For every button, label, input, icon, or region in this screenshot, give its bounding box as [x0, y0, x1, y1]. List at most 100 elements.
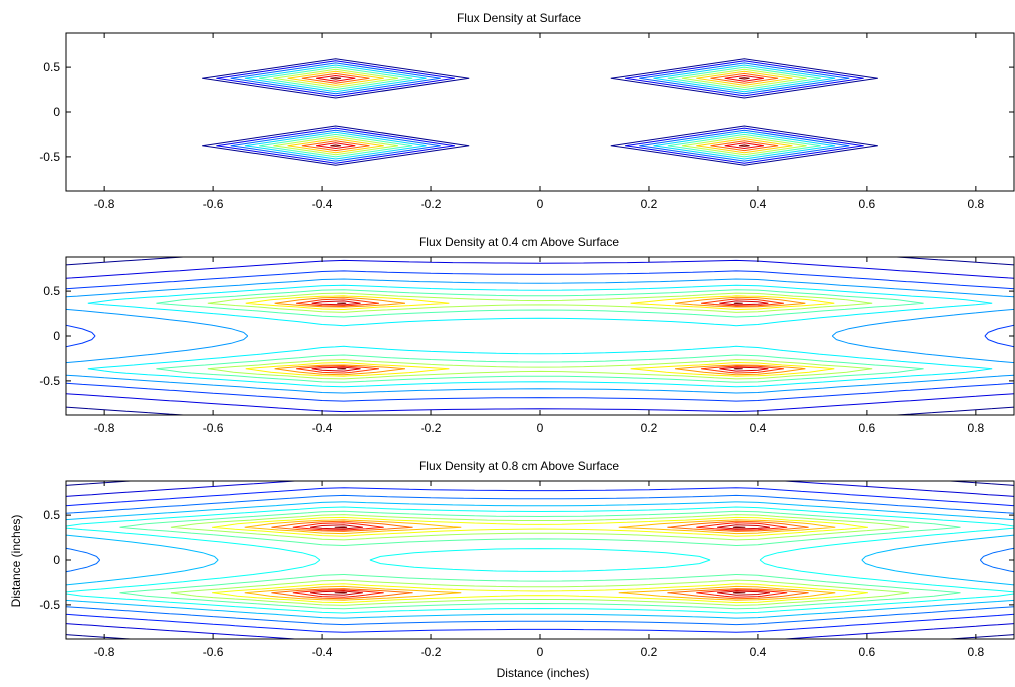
contour-line	[66, 494, 1014, 626]
contour-line	[66, 501, 1014, 619]
contour-line	[287, 138, 384, 154]
contour-line	[625, 127, 864, 164]
contour-lines	[66, 257, 1014, 415]
contour-line	[724, 142, 764, 150]
x-tick-label: -0.2	[421, 421, 442, 435]
contour-line	[273, 135, 399, 156]
axes-box	[65, 256, 1015, 416]
x-tick-label: 0.4	[750, 197, 767, 211]
contour-line	[259, 133, 413, 158]
contour-line	[330, 144, 342, 147]
contour-line	[639, 62, 850, 95]
x-tick-label: 0.2	[641, 421, 658, 435]
contour-line	[66, 481, 1014, 639]
contour-line	[316, 142, 356, 150]
x-tick-label: -0.8	[94, 421, 115, 435]
contour-line	[301, 140, 370, 152]
contour-line	[292, 522, 788, 598]
subplot-panels: Flux Density at Surface -0.8 -0.6 -0.4 -0.2 0…	[39, 11, 1015, 659]
contour-line	[216, 127, 455, 164]
contour-line	[287, 70, 384, 86]
subplot-1: Flux Density at Surface -0.8 -0.6 -0.4 -0.2 0…	[39, 11, 1015, 211]
contour-line	[216, 60, 455, 97]
subplot-title: Flux Density at 0.4 cm Above Surface	[419, 235, 619, 249]
x-tick-label: -0.4	[312, 197, 333, 211]
x-tick-label: -0.4	[312, 421, 333, 435]
contour-line	[337, 302, 743, 370]
contour-line	[273, 68, 399, 89]
y-tick-label: 0	[53, 105, 60, 119]
contour-line	[710, 140, 779, 152]
contour-line	[334, 526, 746, 594]
x-tick-label: 0	[537, 421, 544, 435]
x-tick-label: -0.6	[203, 645, 224, 659]
contour-line	[330, 77, 342, 80]
x-tick-label: 0.6	[859, 645, 876, 659]
contour-line	[625, 60, 864, 97]
axes-box	[65, 480, 1015, 640]
contour-line	[66, 270, 1014, 402]
contour-line	[301, 72, 370, 84]
contour-line	[309, 524, 771, 596]
x-tick-label: 0.8	[968, 645, 985, 659]
y-tick-label: 0.5	[43, 60, 60, 74]
contour-line	[639, 129, 850, 162]
x-tick-label: 0	[537, 645, 544, 659]
x-tick-label: -0.2	[421, 197, 442, 211]
contour-line	[245, 295, 835, 377]
contour-line	[207, 292, 873, 380]
x-tick-label: -0.6	[203, 197, 224, 211]
y-tick-label: 0	[53, 553, 60, 567]
contour-line	[667, 133, 821, 158]
x-tick-label: 0.4	[750, 645, 767, 659]
x-tick-label: 0	[537, 197, 544, 211]
x-axis-label: Distance (inches)	[497, 666, 590, 680]
y-axis-label: Distance (inches)	[9, 515, 23, 608]
x-tick-label: -0.2	[421, 645, 442, 659]
contour-source-3	[202, 125, 470, 166]
contour-line	[681, 135, 807, 156]
contour-line	[696, 70, 793, 86]
contour-source-4	[610, 125, 878, 166]
subplot-title: Flux Density at 0.8 cm Above Surface	[419, 459, 619, 473]
contour-line	[738, 77, 750, 80]
contour-line	[244, 131, 427, 160]
contour-line	[170, 514, 910, 606]
contour-line	[271, 520, 809, 600]
contour-line	[296, 298, 784, 374]
y-tick-label: 0.5	[43, 284, 60, 298]
x-tick-label: 0.8	[968, 197, 985, 211]
subplot-2: Flux Density at 0.4 cm Above Surface -0.8…	[39, 235, 1015, 435]
x-tick-label: -0.8	[94, 197, 115, 211]
y-tick-label: 0	[53, 329, 60, 343]
y-tick-label: -0.5	[39, 598, 60, 612]
contour-line	[87, 284, 993, 388]
x-tick-label: 0.2	[641, 645, 658, 659]
contour-line	[259, 66, 413, 91]
contour-line	[653, 64, 836, 93]
contour-line	[667, 66, 821, 91]
y-tick-label: 0.5	[43, 508, 60, 522]
contour-line	[244, 64, 427, 93]
contour-line	[710, 72, 779, 84]
contour-line	[653, 131, 836, 160]
x-tick-label: 0.6	[859, 421, 876, 435]
contour-source-1	[202, 58, 470, 99]
contour-line	[212, 516, 868, 604]
contour-line	[230, 62, 441, 95]
contour-line	[738, 144, 750, 147]
contour-lines	[66, 481, 1014, 639]
x-tick-label: 0.6	[859, 197, 876, 211]
contour-line	[66, 487, 1014, 633]
contour-source-2	[610, 58, 878, 99]
x-tick-label: 0.2	[641, 197, 658, 211]
x-tick-label: -0.4	[312, 645, 333, 659]
axes-box	[65, 32, 1015, 192]
x-tick-label: -0.6	[203, 421, 224, 435]
contour-line	[610, 125, 878, 166]
subplot-title: Flux Density at Surface	[457, 11, 581, 25]
contour-line	[244, 519, 836, 601]
y-tick-label: -0.5	[39, 374, 60, 388]
x-tick-label: -0.8	[94, 645, 115, 659]
